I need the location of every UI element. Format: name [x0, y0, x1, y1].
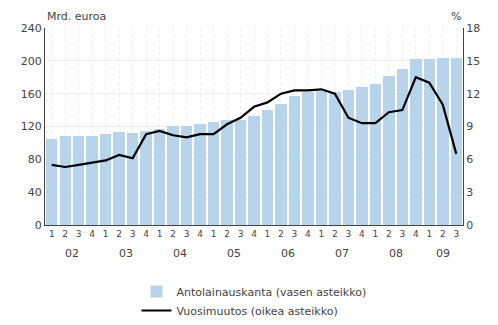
- svg-text:2: 2: [224, 229, 230, 239]
- svg-text:09: 09: [436, 247, 450, 260]
- svg-text:240: 240: [21, 22, 42, 35]
- svg-text:02: 02: [65, 247, 79, 260]
- svg-text:18: 18: [466, 22, 480, 35]
- svg-text:07: 07: [335, 247, 349, 260]
- svg-text:4: 4: [305, 229, 311, 239]
- svg-text:4: 4: [143, 229, 149, 239]
- svg-text:4: 4: [89, 229, 95, 239]
- svg-text:2: 2: [332, 229, 338, 239]
- svg-text:3: 3: [399, 229, 405, 239]
- svg-text:04: 04: [173, 247, 187, 260]
- svg-text:3: 3: [130, 229, 136, 239]
- svg-text:1: 1: [211, 229, 217, 239]
- svg-text:15: 15: [466, 55, 480, 68]
- svg-text:1: 1: [319, 229, 325, 239]
- svg-text:2: 2: [62, 229, 68, 239]
- svg-text:3: 3: [453, 229, 459, 239]
- svg-text:Mrd. euroa: Mrd. euroa: [47, 10, 106, 23]
- svg-text:1: 1: [49, 229, 55, 239]
- svg-text:1: 1: [103, 229, 109, 239]
- svg-text:3: 3: [466, 186, 473, 199]
- svg-text:4: 4: [197, 229, 203, 239]
- svg-text:40: 40: [28, 186, 42, 199]
- svg-text:4: 4: [359, 229, 365, 239]
- svg-text:80: 80: [28, 153, 42, 166]
- svg-text:3: 3: [292, 229, 298, 239]
- svg-text:12: 12: [466, 88, 480, 101]
- svg-text:05: 05: [227, 247, 241, 260]
- svg-text:0: 0: [466, 219, 473, 232]
- svg-text:200: 200: [21, 55, 42, 68]
- svg-text:120: 120: [21, 120, 42, 133]
- svg-text:160: 160: [21, 88, 42, 101]
- svg-text:3: 3: [184, 229, 190, 239]
- svg-text:3: 3: [238, 229, 244, 239]
- svg-text:1: 1: [157, 229, 163, 239]
- svg-text:3: 3: [76, 229, 82, 239]
- svg-text:06: 06: [281, 247, 295, 260]
- svg-text:9: 9: [466, 120, 473, 133]
- svg-text:0: 0: [35, 219, 42, 232]
- svg-text:1: 1: [372, 229, 378, 239]
- svg-text:4: 4: [413, 229, 419, 239]
- svg-text:1: 1: [426, 229, 432, 239]
- svg-text:%: %: [451, 10, 461, 23]
- svg-text:1: 1: [265, 229, 271, 239]
- svg-text:6: 6: [466, 153, 473, 166]
- svg-text:2: 2: [116, 229, 122, 239]
- svg-text:2: 2: [440, 229, 446, 239]
- svg-text:2: 2: [278, 229, 284, 239]
- svg-text:03: 03: [119, 247, 133, 260]
- svg-text:4: 4: [251, 229, 257, 239]
- svg-text:2: 2: [386, 229, 392, 239]
- svg-text:Antolainauskanta (vasen asteik: Antolainauskanta (vasen asteikko): [177, 286, 367, 299]
- svg-text:Vuosimuutos (oikea asteikko): Vuosimuutos (oikea asteikko): [177, 305, 338, 318]
- svg-text:3: 3: [346, 229, 352, 239]
- svg-text:2: 2: [170, 229, 176, 239]
- svg-text:08: 08: [389, 247, 403, 260]
